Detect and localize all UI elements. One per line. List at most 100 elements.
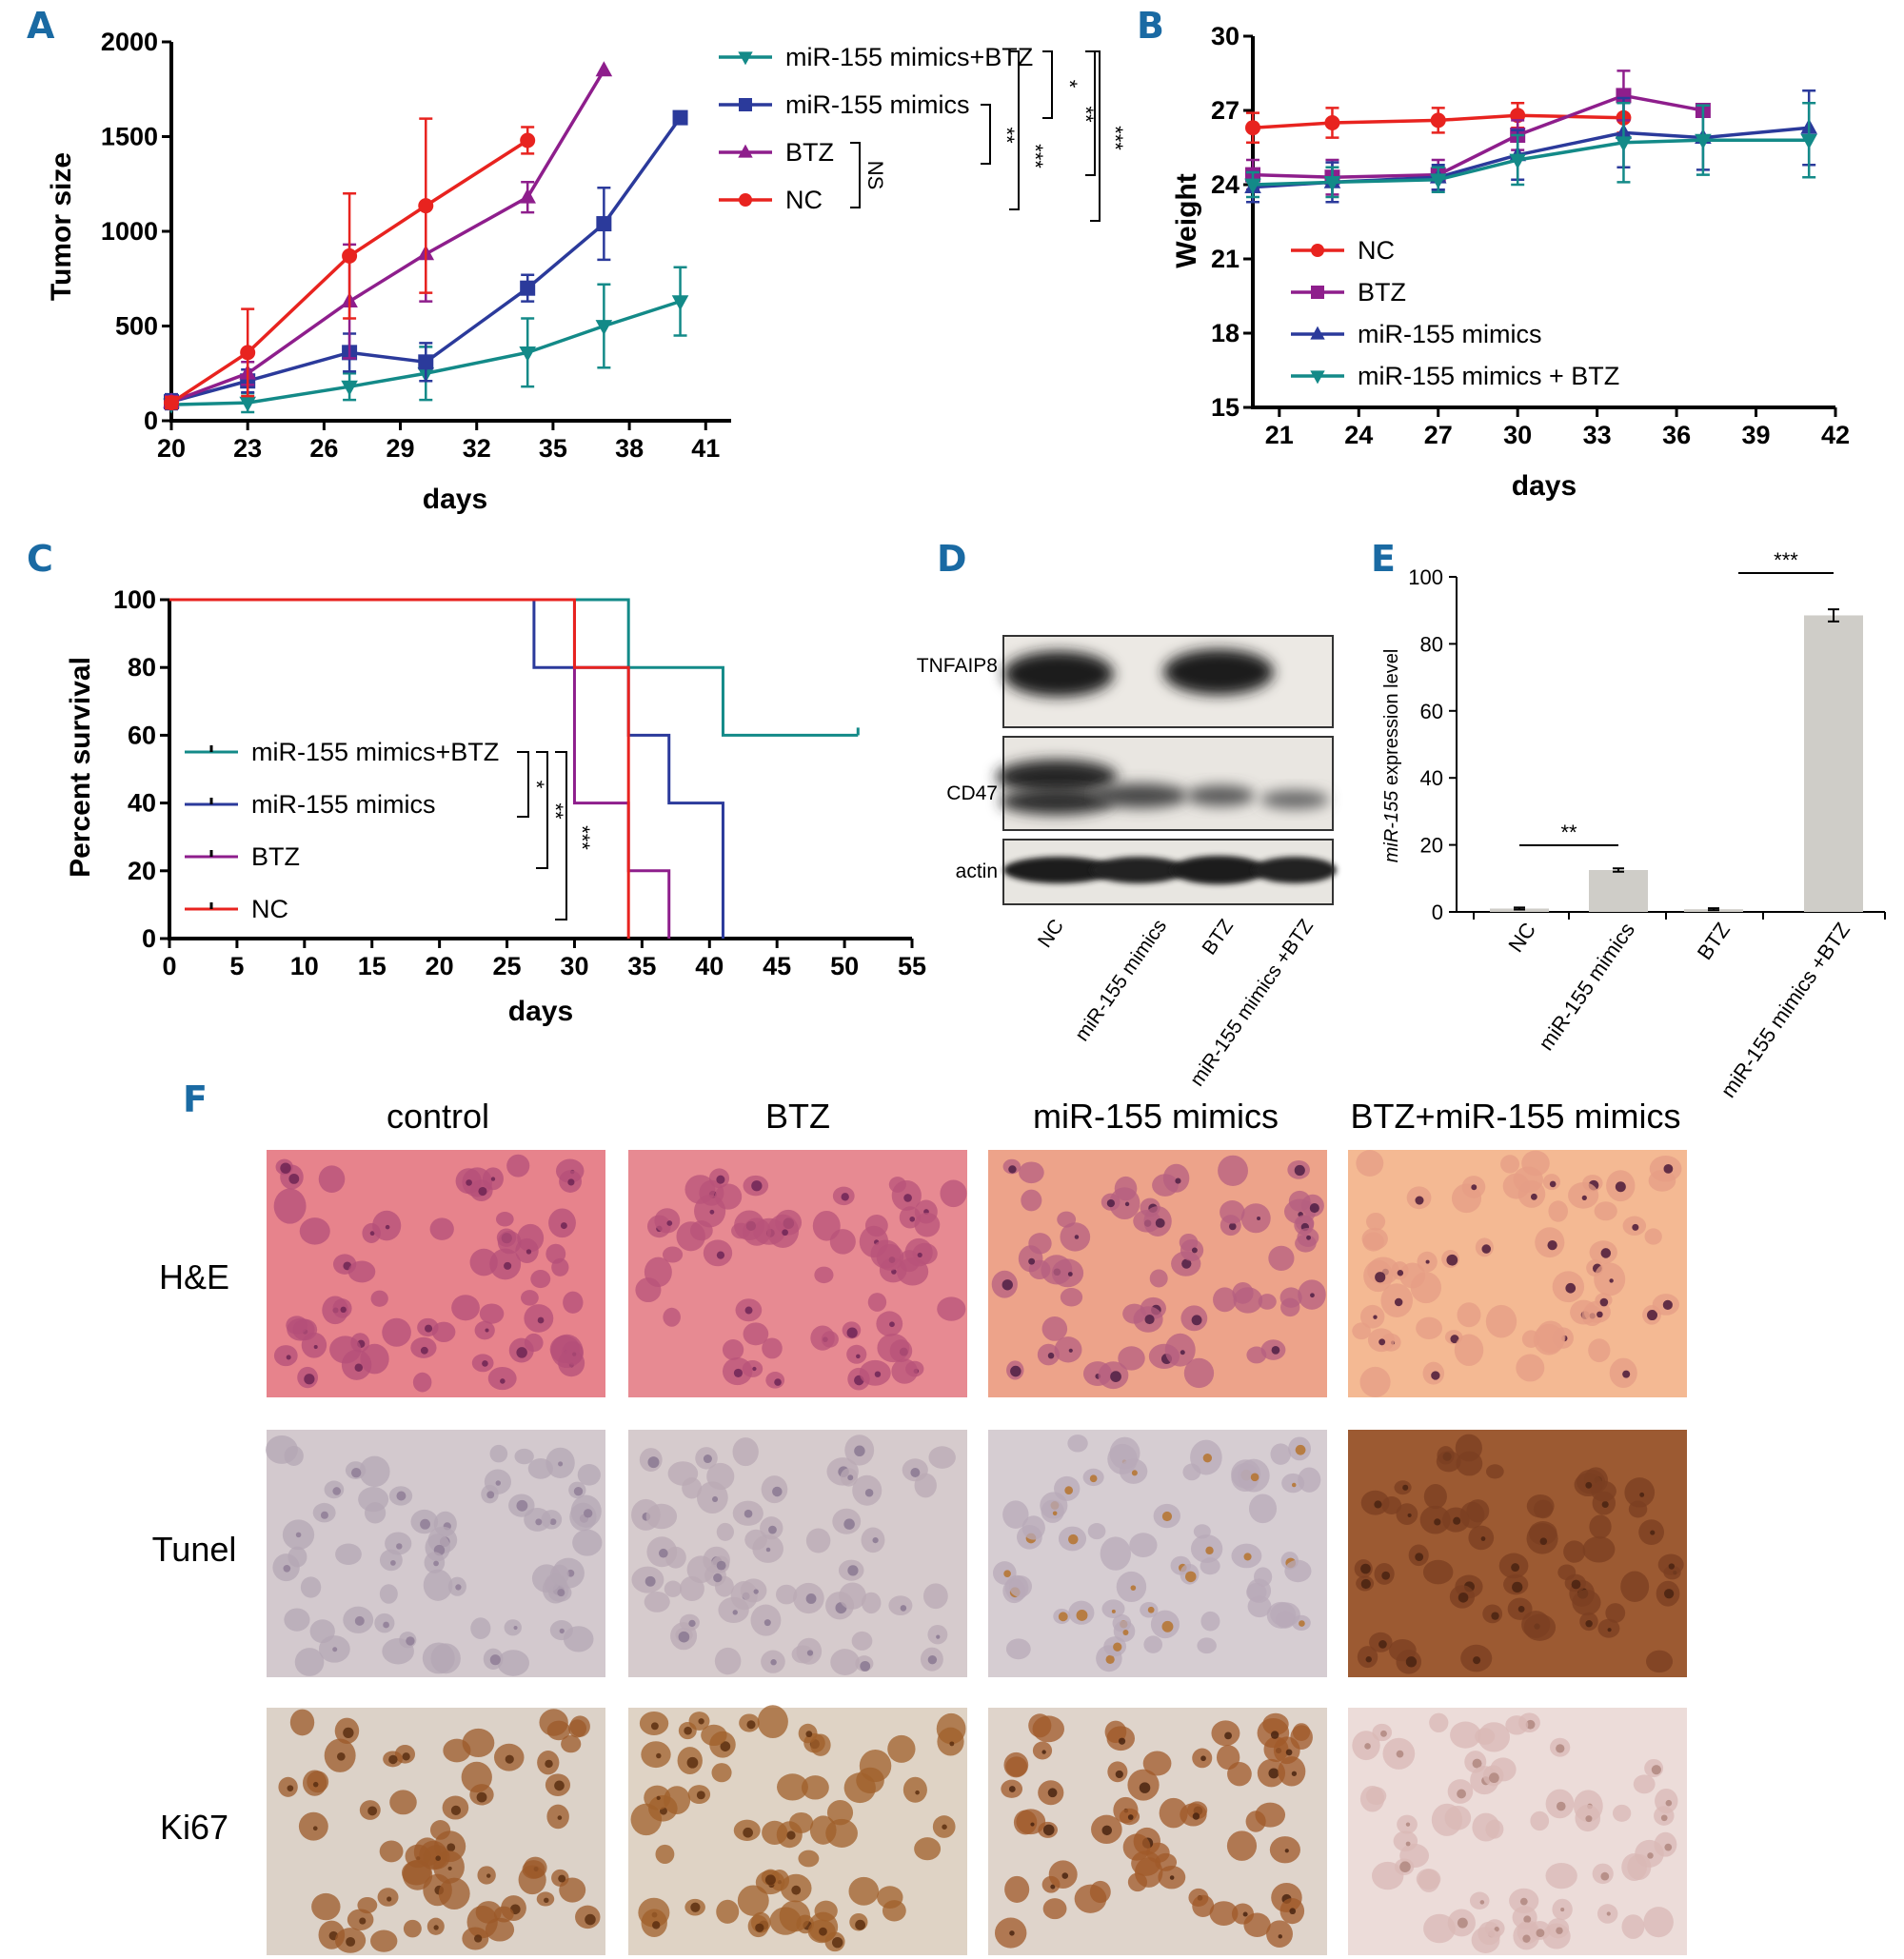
histo-nucleus xyxy=(1068,1348,1073,1353)
chartC-xtick-label: 40 xyxy=(695,952,724,980)
histo-nucleus xyxy=(1517,1605,1525,1613)
histo-nucleus xyxy=(1599,1297,1609,1307)
chart-c-xlabel: days xyxy=(508,996,573,1027)
panel-label-d: D xyxy=(937,538,967,580)
histo-nucleus xyxy=(1181,1258,1192,1269)
histo-cell xyxy=(1114,1176,1138,1201)
histo-cell xyxy=(937,1727,964,1756)
chartE-category-label: NC xyxy=(1503,918,1540,956)
histo-nucleus xyxy=(1600,1248,1612,1258)
histo-tile-bg xyxy=(267,1150,605,1397)
chartB-xtick-label: 42 xyxy=(1821,421,1850,449)
histo-cell xyxy=(814,1266,834,1284)
histo-cell xyxy=(1270,1443,1292,1465)
histo-nucleus xyxy=(1191,1247,1198,1254)
chartC-xtick-label: 30 xyxy=(560,952,588,980)
histo-nucleus xyxy=(1434,1518,1441,1526)
histo-nucleus xyxy=(385,1224,390,1230)
panel-label-b: B xyxy=(1137,5,1164,47)
chartE-errorbar xyxy=(1613,867,1624,873)
chartC-xtick-label: 0 xyxy=(162,952,176,980)
histo-tile-r3-c4 xyxy=(1348,1708,1687,1955)
histo-nucleus xyxy=(1118,1737,1126,1745)
histo-cell xyxy=(1352,1322,1371,1340)
histo-cell xyxy=(1423,1484,1447,1510)
histo-nucleus xyxy=(1192,1812,1200,1820)
histo-cell xyxy=(1255,1802,1286,1828)
histo-nucleus xyxy=(1622,1370,1631,1378)
histo-nucleus xyxy=(1519,1897,1528,1906)
histo-cell xyxy=(470,1617,491,1639)
histo-cell xyxy=(1074,1884,1107,1913)
histo-nucleus xyxy=(482,1360,488,1367)
histo-nucleus xyxy=(755,1923,764,1932)
histo-nucleus xyxy=(280,1162,291,1174)
histo-nucleus xyxy=(544,1897,549,1904)
histo-cell xyxy=(1356,1150,1384,1177)
chartB-ytick-label: 27 xyxy=(1211,96,1240,125)
chartC-xtick-label: 55 xyxy=(898,952,926,980)
histo-nucleus xyxy=(1161,1620,1174,1632)
histo-cell xyxy=(914,1837,942,1861)
histo-nucleus xyxy=(915,1790,920,1795)
histo-nucleus xyxy=(1299,1620,1305,1627)
histo-nucleus xyxy=(1042,1824,1055,1836)
histo-cell xyxy=(830,1649,860,1675)
histo-cell xyxy=(1197,1637,1217,1654)
histo-nucleus xyxy=(656,1795,661,1800)
histo-cell xyxy=(524,1333,544,1353)
histo-nucleus xyxy=(486,1873,491,1878)
histo-cell xyxy=(1192,1894,1215,1917)
histo-cell xyxy=(1633,1774,1656,1794)
histo-cell xyxy=(1416,1868,1441,1890)
histo-cell xyxy=(550,1334,584,1369)
chartA-xtick-label: 38 xyxy=(615,434,644,463)
histo-nucleus xyxy=(390,1560,396,1566)
histo-cell xyxy=(1502,1173,1530,1199)
histo-cell xyxy=(776,1773,808,1801)
histo-cell xyxy=(927,1625,948,1645)
histo-cell xyxy=(379,1584,398,1604)
histo-cell xyxy=(577,1464,601,1486)
histo-nucleus xyxy=(764,1619,771,1627)
histo-tile-r3-c1 xyxy=(267,1708,605,1955)
histology-grid: control BTZ miR-155 mimics BTZ+miR-155 m… xyxy=(152,1097,1687,1955)
blot-lane-nc: NC xyxy=(1034,916,1068,952)
histo-cell xyxy=(1051,1258,1084,1288)
histo-nucleus xyxy=(709,1209,715,1215)
histo-nucleus xyxy=(917,1252,922,1258)
histo-nucleus xyxy=(313,1345,318,1350)
histo-cell xyxy=(701,1724,727,1747)
histo-cell xyxy=(655,1844,675,1864)
histo-nucleus xyxy=(1547,1239,1557,1251)
histo-nucleus xyxy=(1381,1571,1391,1580)
chartB-point-combo xyxy=(1509,153,1526,169)
histo-nucleus xyxy=(1525,1719,1536,1730)
chartB-xtick-label: 27 xyxy=(1424,421,1453,449)
chartB-legend-label: BTZ xyxy=(1358,278,1406,307)
histo-cell xyxy=(487,1366,517,1391)
band-cd47-mimics xyxy=(1093,783,1188,808)
histo-nucleus xyxy=(1660,1814,1668,1822)
histo-tile-r2-c3 xyxy=(988,1430,1327,1677)
histo-nucleus xyxy=(942,1824,947,1830)
histo-cell xyxy=(1359,1785,1385,1812)
histo-nucleus xyxy=(1650,1530,1656,1535)
histo-nucleus xyxy=(1378,1338,1386,1346)
sig-a-3: *** xyxy=(1023,144,1047,168)
histo-cell xyxy=(722,1338,744,1360)
histo-nucleus xyxy=(1360,1578,1371,1590)
histo-nucleus xyxy=(751,1180,763,1192)
histo-nucleus xyxy=(1647,1852,1654,1859)
histo-cell xyxy=(1021,1189,1042,1212)
histo-nucleus xyxy=(791,1885,802,1895)
histo-nucleus xyxy=(1144,1314,1155,1325)
histo-cell xyxy=(1135,1857,1163,1888)
histo-cell xyxy=(1557,1564,1577,1581)
chartA-xtick-label: 32 xyxy=(463,434,491,463)
histo-nucleus xyxy=(746,1720,756,1730)
chartA-point-nc xyxy=(520,132,536,148)
histo-nucleus xyxy=(1365,1656,1372,1663)
chartB-legend-label: NC xyxy=(1358,236,1395,265)
histo-cell xyxy=(1457,1302,1481,1328)
